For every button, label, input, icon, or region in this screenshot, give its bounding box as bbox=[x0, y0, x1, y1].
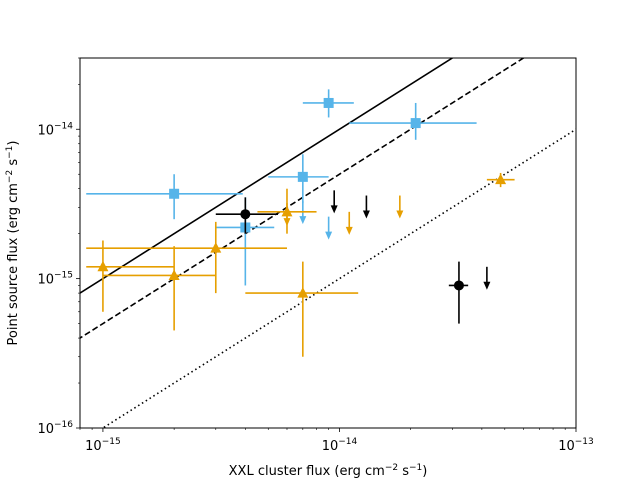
triangle-marker bbox=[210, 242, 222, 253]
y-tick-base: 10 bbox=[37, 273, 54, 288]
x-tick-base: 10 bbox=[558, 439, 575, 454]
x-tick-label: 10−15 bbox=[85, 437, 121, 454]
upper-limit-arrowhead bbox=[330, 205, 338, 214]
x-tick-label: 10−13 bbox=[558, 437, 594, 454]
y-tick-exponent: −16 bbox=[54, 420, 73, 430]
x-tick-exponent: −15 bbox=[102, 437, 121, 447]
y-tick-exponent: −15 bbox=[54, 271, 73, 281]
y-tick-base: 10 bbox=[37, 422, 54, 437]
upper-limit-arrowhead bbox=[325, 231, 333, 240]
triangle-marker bbox=[495, 173, 507, 185]
circle-marker bbox=[240, 209, 251, 220]
y-tick-label: 10−14 bbox=[37, 121, 73, 138]
upper-limit-arrowhead bbox=[362, 210, 370, 219]
square-marker bbox=[169, 188, 180, 199]
reference-lines bbox=[80, 58, 576, 428]
x-tick-base: 10 bbox=[322, 439, 339, 454]
x-tick-exponent: −13 bbox=[575, 437, 594, 447]
triangle-marker bbox=[97, 260, 109, 272]
x-tick-label: 10−14 bbox=[322, 437, 358, 454]
upper-limit-arrowhead bbox=[345, 226, 353, 235]
upper-limit-arrowhead bbox=[396, 210, 404, 219]
square-marker bbox=[297, 171, 308, 182]
x-tick-exponent: −14 bbox=[338, 437, 357, 447]
solid-relation-line bbox=[80, 58, 454, 295]
triangle-marker bbox=[297, 287, 309, 298]
y-tick-label: 10−16 bbox=[37, 420, 73, 437]
y-tick-label: 10−15 bbox=[37, 271, 73, 288]
y-axis-label: Point source flux (erg cm−2 s−1) bbox=[5, 141, 21, 346]
circle-marker bbox=[453, 280, 464, 291]
data-marks bbox=[86, 89, 515, 357]
x-tick-base: 10 bbox=[85, 439, 102, 454]
square-marker bbox=[410, 118, 421, 129]
y-tick-exponent: −14 bbox=[54, 121, 73, 131]
upper-limit-arrowhead bbox=[483, 281, 491, 290]
x-axis-label: XXL cluster flux (erg cm−2 s−1) bbox=[229, 463, 428, 479]
upper-limit-arrowhead bbox=[283, 218, 291, 227]
y-tick-base: 10 bbox=[37, 123, 54, 138]
upper-limit-arrowhead bbox=[299, 216, 307, 225]
triangle-marker bbox=[168, 269, 180, 280]
square-marker bbox=[323, 97, 334, 108]
plot-frame bbox=[79, 57, 577, 429]
